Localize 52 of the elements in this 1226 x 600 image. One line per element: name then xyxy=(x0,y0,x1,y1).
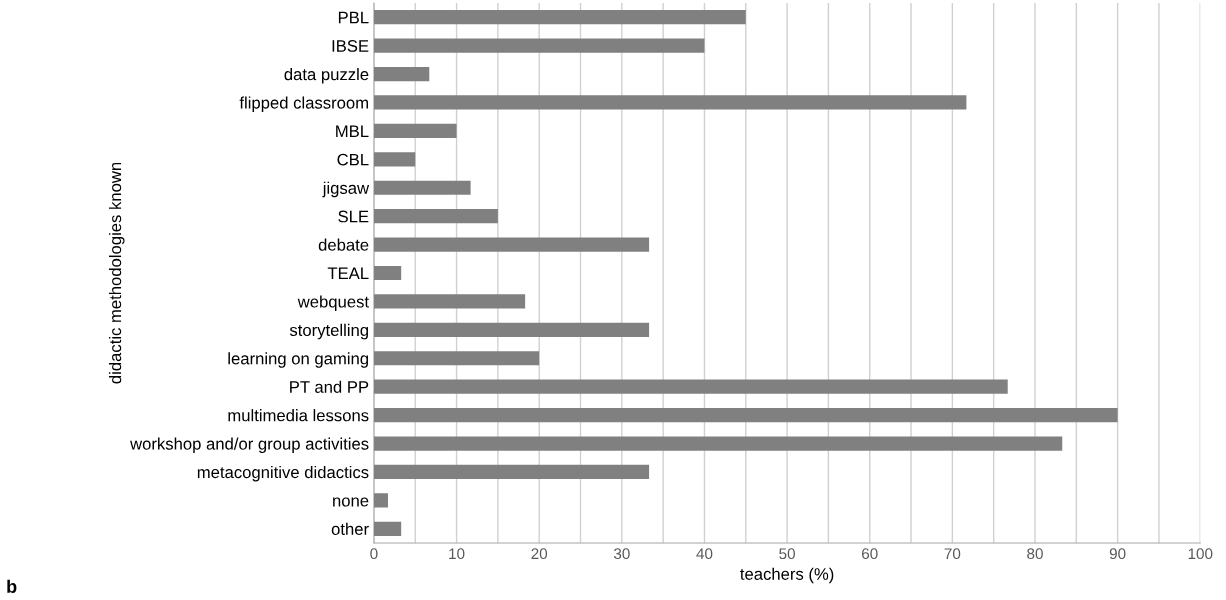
bar xyxy=(373,209,498,224)
bar xyxy=(373,351,540,366)
bar xyxy=(373,322,650,337)
bar xyxy=(373,521,402,536)
x-tick-label: 40 xyxy=(696,548,713,560)
bar xyxy=(373,464,650,480)
y-tick-label: TEAL xyxy=(327,267,369,280)
y-tick-label: CBL xyxy=(337,153,369,166)
y-tick-label: storytelling xyxy=(289,323,368,340)
text: b xyxy=(7,579,17,593)
bar xyxy=(373,294,526,309)
x-tick-label: 60 xyxy=(862,548,878,560)
y-tick-label: learning on gaming xyxy=(228,352,369,368)
y-tick-label: PBL xyxy=(338,11,369,24)
y-tick-label: metacognitive didactics xyxy=(197,465,369,482)
bar xyxy=(373,38,705,53)
y-tick-label: flipped classroom xyxy=(239,96,368,112)
bar xyxy=(373,10,746,25)
bar xyxy=(373,180,471,195)
y-tick-label: jigsaw xyxy=(322,181,370,198)
x-tick-label: 90 xyxy=(1109,548,1126,560)
bar xyxy=(373,152,416,167)
bar xyxy=(373,265,402,281)
x-tick-label: 30 xyxy=(613,548,630,560)
y-axis-title: didactic methodologies known xyxy=(108,162,125,384)
y-tick-label: IBSE xyxy=(332,40,369,52)
bar xyxy=(373,379,1008,394)
x-tick-label: 10 xyxy=(449,548,465,560)
y-tick-label: debate xyxy=(318,238,369,251)
x-tick-label: 20 xyxy=(531,548,548,560)
y-tick-label: none xyxy=(333,497,369,507)
bar xyxy=(373,237,650,252)
y-tick-label: SLE xyxy=(338,210,369,223)
bar xyxy=(373,493,388,508)
y-tick-label: other xyxy=(331,522,369,535)
x-tick-label: 70 xyxy=(944,548,961,560)
x-tick-label: 100 xyxy=(1188,548,1213,560)
bar xyxy=(373,408,1118,423)
bar xyxy=(373,95,967,110)
y-tick-label: MBL xyxy=(336,125,369,137)
y-tick-label: webquest xyxy=(297,295,369,311)
bar xyxy=(373,66,430,82)
y-tick-label: workshop and/or group activities xyxy=(130,437,369,454)
y-tick-label: multimedia lessons xyxy=(228,409,369,422)
y-tick-label: PT and PP xyxy=(290,380,369,393)
x-tick-label: 0 xyxy=(370,548,378,560)
y-tick-label: data puzzle xyxy=(284,68,369,84)
x-tick-label: 80 xyxy=(1027,548,1043,560)
bar xyxy=(373,123,457,138)
x-axis-title: teachers (%) xyxy=(740,567,834,584)
x-tick-label: 50 xyxy=(779,548,795,560)
bar xyxy=(373,436,1063,451)
